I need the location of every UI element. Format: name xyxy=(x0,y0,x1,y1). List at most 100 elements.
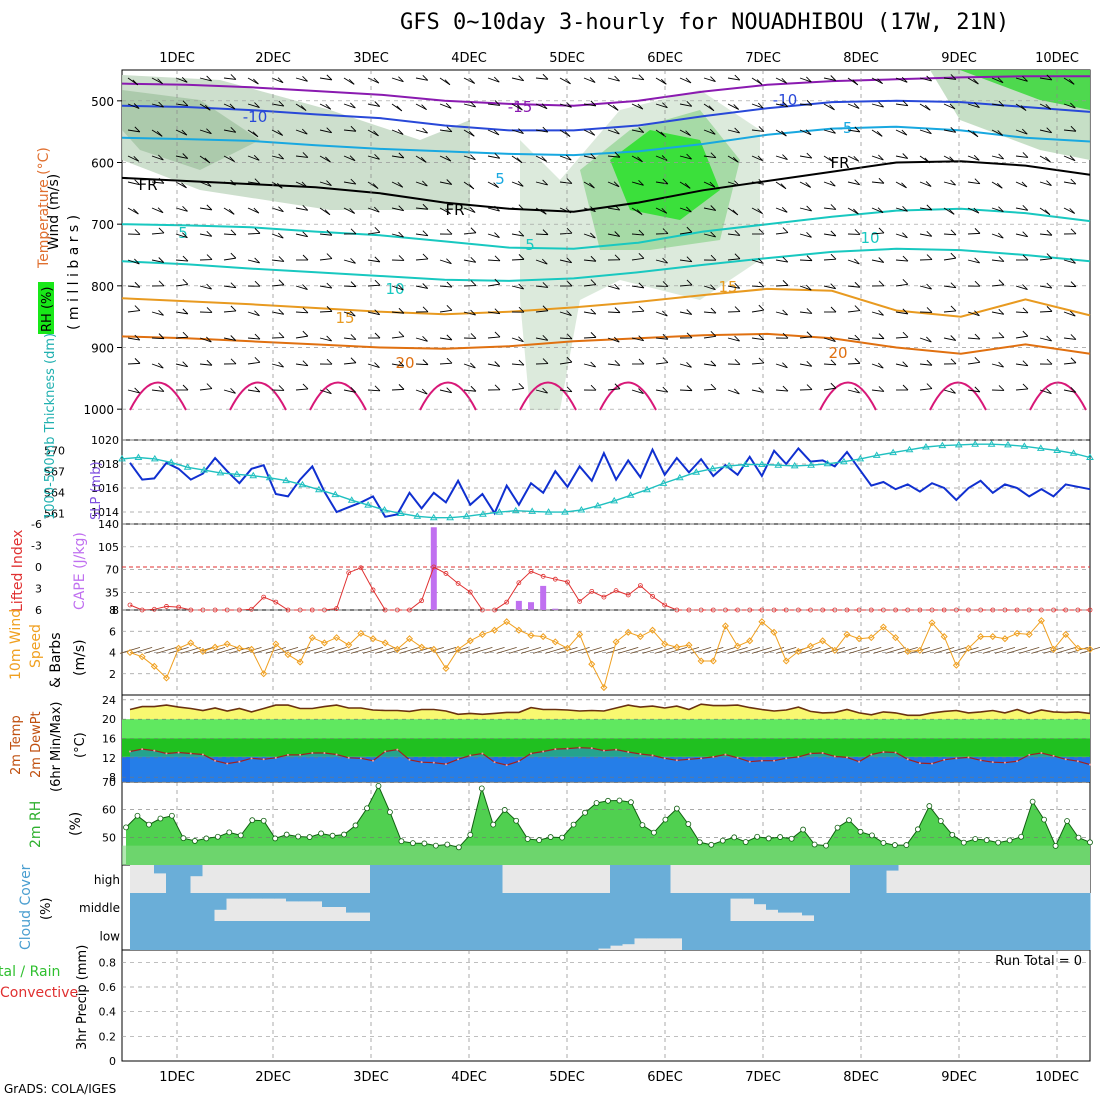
wind-barb-flag xyxy=(710,383,717,390)
rh2m-marker xyxy=(811,841,818,848)
rh2m-marker xyxy=(582,809,588,816)
wind10m-barb xyxy=(375,646,396,654)
cloud-cell-low xyxy=(754,921,767,950)
wind-barb-flag xyxy=(349,310,356,317)
wind10m-marker xyxy=(624,628,632,636)
cloud-cell-low xyxy=(874,921,887,950)
wind-barb-flag xyxy=(182,279,189,285)
thickness-tick-label: 567 xyxy=(44,466,65,479)
isotherm-10 xyxy=(121,247,1091,282)
wind-barb xyxy=(943,103,956,110)
cloud-cell-middle xyxy=(742,893,755,899)
wind-tick-label: 4 xyxy=(109,647,116,660)
cloud-cell-low xyxy=(730,921,743,950)
wind-barb-flag xyxy=(398,152,405,159)
rh2m-marker xyxy=(226,829,233,836)
wind-barb-flag xyxy=(422,335,428,342)
wind-barb-flag xyxy=(998,308,1005,315)
cloud-cell-middle xyxy=(562,893,575,921)
wind-barb xyxy=(847,103,860,109)
rh2m-marker xyxy=(1018,833,1025,840)
wind-barb-flag xyxy=(518,306,525,313)
wind-barb-flag xyxy=(924,104,931,111)
rh2m-marker xyxy=(146,821,152,828)
cape-axis-label: CAPE (J/kg) xyxy=(72,532,88,610)
wind-barb xyxy=(223,337,236,341)
wind-barb-flag xyxy=(230,74,237,80)
wind-barb xyxy=(799,129,812,136)
wind-barb xyxy=(223,389,236,394)
temp-fill xyxy=(130,704,1090,720)
wind-barb-flag xyxy=(926,128,932,135)
wind-barb-flag xyxy=(134,305,141,311)
wind-barb xyxy=(415,207,428,210)
wind-barb-flag xyxy=(974,178,981,184)
wind-barb-flag xyxy=(206,204,213,211)
cloud-cell-middle xyxy=(442,893,455,921)
li-marker xyxy=(431,564,437,570)
wind-barb-flag xyxy=(926,383,933,389)
wind-barb-flag xyxy=(806,152,813,159)
wind-barb xyxy=(751,129,764,132)
wind-barb xyxy=(823,337,836,342)
contour-label: FR xyxy=(138,176,157,194)
wind10m-marker xyxy=(734,642,742,650)
wind-barb-flag xyxy=(926,75,932,82)
wind-barb xyxy=(799,77,812,83)
wind-barb xyxy=(127,129,140,133)
wind-barb xyxy=(1039,310,1053,313)
wind-barb-flag xyxy=(758,126,765,132)
day-label-top: 5DEC xyxy=(549,51,585,66)
wind-barb-flag xyxy=(686,226,693,233)
wind-barb-flag xyxy=(206,254,213,260)
wind-barb xyxy=(607,129,620,135)
wind-barb xyxy=(367,231,380,235)
wind-barb xyxy=(895,181,907,189)
wind-barb-flag xyxy=(132,79,139,86)
wind-barb xyxy=(991,129,1003,136)
dewpoint-marker xyxy=(1028,753,1031,756)
wind-barb xyxy=(151,181,164,184)
cloud-cell-high xyxy=(382,865,395,893)
rh2m-marker xyxy=(673,805,680,812)
wind-barb xyxy=(583,77,596,83)
wind-barb xyxy=(943,310,956,313)
wind-barb-flag xyxy=(326,127,333,134)
li-marker xyxy=(637,583,643,589)
wind-barb xyxy=(127,285,140,288)
wind-barb xyxy=(175,103,188,107)
day-label-top: 4DEC xyxy=(451,51,487,66)
wind-barb-flag xyxy=(422,230,429,236)
wind-barb xyxy=(535,337,548,341)
wind-barb xyxy=(319,181,332,186)
wind-barb-flag xyxy=(926,254,933,260)
wind-barb-flag xyxy=(877,207,884,214)
wind-barb-flag xyxy=(204,104,211,111)
wind-barb-flag xyxy=(805,129,812,136)
rh2m-marker xyxy=(1029,798,1036,805)
pressure-tick-label: 500 xyxy=(91,95,114,109)
wind-barb-flag xyxy=(445,208,451,215)
cloud-cell-middle xyxy=(718,893,731,921)
wind-barb xyxy=(991,284,1004,287)
wind-barb xyxy=(175,207,188,212)
rh2m-marker xyxy=(1087,839,1093,846)
wind-barb-flag xyxy=(710,254,717,261)
wind10m-marker xyxy=(138,653,146,661)
wind-barb-flag xyxy=(374,256,381,263)
wind-barb xyxy=(127,362,141,365)
wind-barb-flag xyxy=(566,257,573,264)
dewpoint-marker xyxy=(153,749,156,752)
isotherm-25-arc xyxy=(819,381,877,411)
cloud-cell-high xyxy=(442,865,455,893)
cloud-cell-high xyxy=(646,865,659,893)
rh2m-base xyxy=(122,845,1090,865)
wind-barb xyxy=(343,103,356,109)
wind-barb-flag xyxy=(518,383,525,389)
wind10m-marker xyxy=(296,658,304,666)
wind-barb-flag xyxy=(638,74,645,80)
wind-barb xyxy=(967,155,980,161)
thickness-marker xyxy=(725,461,733,469)
wind-barb xyxy=(319,389,332,395)
wind10m-barb xyxy=(217,646,238,654)
